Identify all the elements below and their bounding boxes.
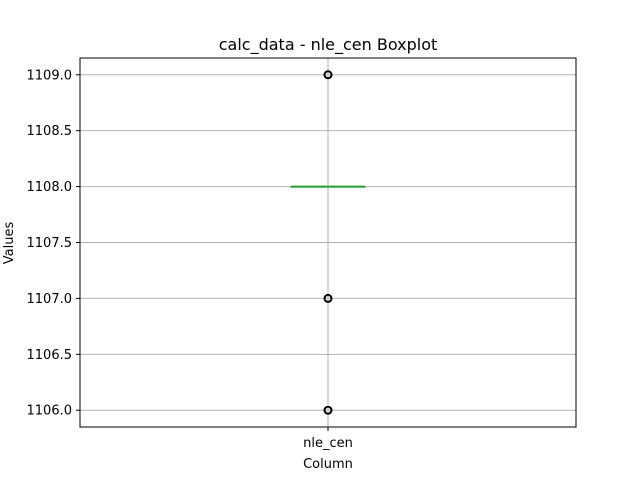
y-tick-label: 1106.0 — [27, 404, 73, 419]
y-axis-ticks: 1106.0 1106.5 1107.0 1107.5 1108.0 1108.5 1109… — [27, 68, 80, 419]
x-tick-label: nle_cen — [303, 436, 353, 451]
y-tick-label: 1106.5 — [27, 348, 73, 363]
chart-title: calc_data - nle_cen Boxplot — [219, 35, 438, 55]
outlier-point — [323, 293, 333, 303]
box-layer — [290, 185, 366, 188]
y-tick-label: 1108.0 — [27, 180, 73, 195]
y-tick-label: 1108.5 — [27, 124, 73, 139]
outlier-point — [323, 405, 333, 415]
y-tick-label: 1107.0 — [27, 292, 73, 307]
outlier-point — [323, 70, 333, 80]
grid-lines — [80, 58, 576, 427]
outlier-layer — [323, 70, 333, 415]
y-tick-label: 1109.0 — [27, 68, 73, 83]
y-axis-label: Values — [2, 222, 17, 265]
x-axis-label: Column — [303, 457, 353, 472]
y-tick-label: 1107.5 — [27, 236, 73, 251]
x-axis-ticks: nle_cen — [303, 427, 353, 451]
